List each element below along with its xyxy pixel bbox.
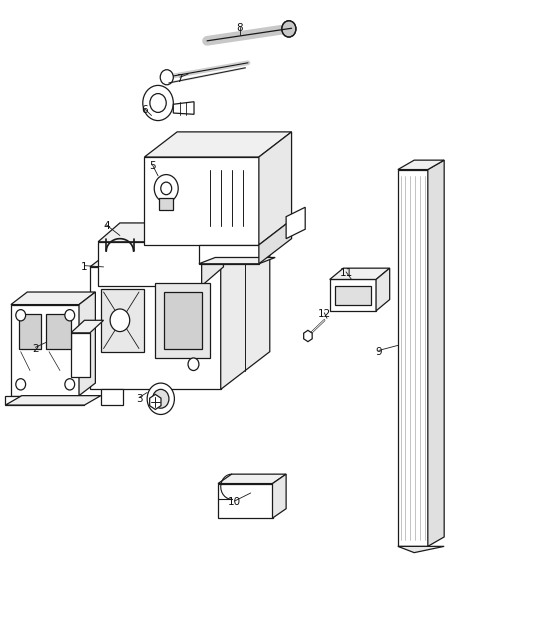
Text: 6: 6 xyxy=(141,105,148,115)
Text: 2: 2 xyxy=(32,344,39,354)
Circle shape xyxy=(154,175,178,202)
Polygon shape xyxy=(199,245,259,264)
Circle shape xyxy=(16,379,26,390)
Polygon shape xyxy=(144,157,259,245)
Text: 3: 3 xyxy=(136,394,142,404)
Polygon shape xyxy=(376,268,390,311)
Polygon shape xyxy=(101,289,144,352)
Circle shape xyxy=(188,358,199,371)
Polygon shape xyxy=(79,292,95,396)
Polygon shape xyxy=(218,474,286,484)
Circle shape xyxy=(282,21,296,37)
Polygon shape xyxy=(11,292,95,305)
Polygon shape xyxy=(398,546,444,553)
Polygon shape xyxy=(5,396,84,405)
Polygon shape xyxy=(164,292,202,349)
Polygon shape xyxy=(98,223,223,242)
Polygon shape xyxy=(330,279,376,311)
Circle shape xyxy=(65,379,75,390)
Polygon shape xyxy=(98,242,202,286)
Polygon shape xyxy=(71,320,104,333)
Circle shape xyxy=(153,389,169,408)
Polygon shape xyxy=(335,286,371,305)
Text: 9: 9 xyxy=(376,347,382,357)
Circle shape xyxy=(143,85,173,121)
Circle shape xyxy=(65,310,75,321)
Polygon shape xyxy=(199,301,210,336)
Polygon shape xyxy=(398,170,428,546)
Polygon shape xyxy=(71,333,90,377)
Text: 8: 8 xyxy=(237,23,243,33)
Polygon shape xyxy=(155,283,210,358)
Polygon shape xyxy=(199,257,275,264)
Polygon shape xyxy=(221,229,270,389)
Text: 1: 1 xyxy=(81,262,88,272)
Polygon shape xyxy=(172,301,210,311)
Text: 7: 7 xyxy=(177,73,183,84)
Polygon shape xyxy=(173,102,194,114)
Polygon shape xyxy=(218,484,272,518)
Circle shape xyxy=(150,94,166,112)
Circle shape xyxy=(161,182,172,195)
Polygon shape xyxy=(272,474,286,518)
Polygon shape xyxy=(286,207,305,239)
Polygon shape xyxy=(159,198,173,210)
Polygon shape xyxy=(304,330,312,342)
Polygon shape xyxy=(202,223,223,286)
Polygon shape xyxy=(144,132,292,157)
Circle shape xyxy=(110,309,130,332)
Text: 12: 12 xyxy=(318,309,331,319)
Polygon shape xyxy=(19,314,41,349)
Polygon shape xyxy=(90,267,221,389)
Text: 4: 4 xyxy=(103,221,110,231)
Polygon shape xyxy=(428,160,444,546)
Text: 5: 5 xyxy=(149,161,156,171)
Circle shape xyxy=(160,70,173,85)
Polygon shape xyxy=(5,396,101,405)
Polygon shape xyxy=(259,220,292,264)
Polygon shape xyxy=(398,160,444,170)
Polygon shape xyxy=(330,268,390,279)
Text: 11: 11 xyxy=(340,268,353,278)
Polygon shape xyxy=(11,305,79,396)
Circle shape xyxy=(16,310,26,321)
Polygon shape xyxy=(150,394,161,409)
Text: 10: 10 xyxy=(228,497,241,507)
Polygon shape xyxy=(46,314,71,349)
Polygon shape xyxy=(101,389,123,405)
Circle shape xyxy=(147,383,174,414)
Polygon shape xyxy=(90,229,270,267)
Polygon shape xyxy=(259,132,292,245)
